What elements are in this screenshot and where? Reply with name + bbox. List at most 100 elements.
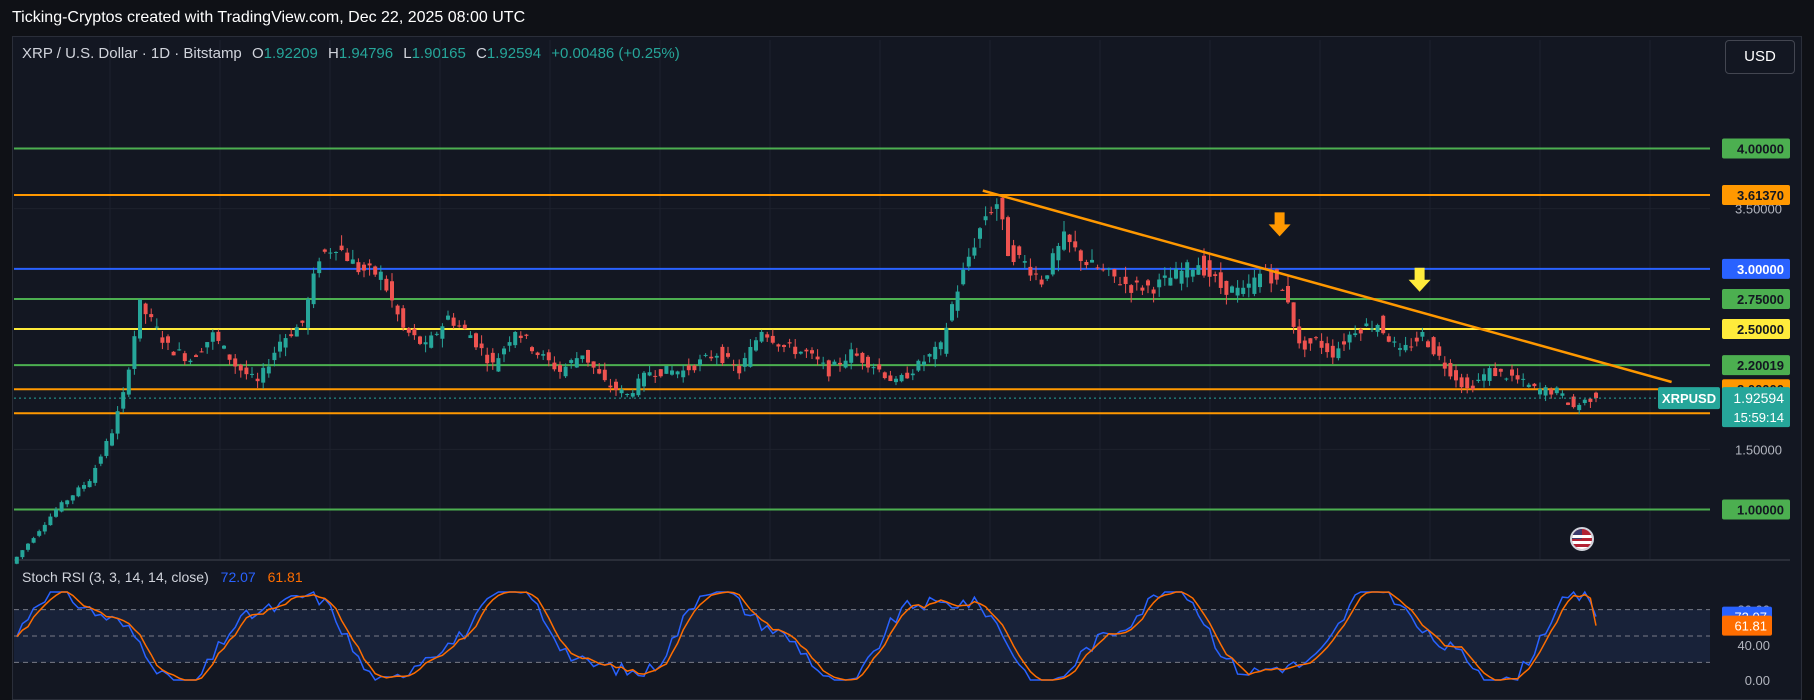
candle-body[interactable] bbox=[317, 261, 322, 274]
candle-body[interactable] bbox=[742, 358, 747, 367]
candle-body[interactable] bbox=[1302, 340, 1307, 350]
stoch-k-line[interactable] bbox=[16, 590, 1597, 682]
candle-body[interactable] bbox=[462, 324, 467, 329]
candle-body[interactable] bbox=[1554, 387, 1559, 394]
candle-body[interactable] bbox=[1442, 362, 1447, 369]
candle-body[interactable] bbox=[48, 516, 53, 526]
candle-body[interactable] bbox=[1202, 255, 1206, 276]
candle-body[interactable] bbox=[983, 216, 988, 221]
candle-body[interactable] bbox=[1179, 270, 1184, 284]
candle-body[interactable] bbox=[636, 378, 641, 396]
candle-body[interactable] bbox=[160, 337, 165, 343]
candle-body[interactable] bbox=[630, 393, 635, 397]
candle-body[interactable] bbox=[1185, 262, 1190, 278]
candle-body[interactable] bbox=[989, 212, 994, 214]
candle-body[interactable] bbox=[574, 358, 579, 368]
stoch-d-line[interactable] bbox=[16, 591, 1597, 681]
candle-body[interactable] bbox=[311, 273, 316, 305]
candle-body[interactable] bbox=[1526, 384, 1531, 388]
candle-body[interactable] bbox=[860, 352, 865, 363]
candle-body[interactable] bbox=[171, 351, 176, 356]
candle-body[interactable] bbox=[866, 356, 870, 368]
candle-body[interactable] bbox=[227, 354, 232, 360]
candle-body[interactable] bbox=[619, 389, 624, 394]
candle-body[interactable] bbox=[1364, 323, 1369, 327]
candle-body[interactable] bbox=[972, 247, 977, 256]
candle-body[interactable] bbox=[1426, 341, 1430, 348]
candle-body[interactable] bbox=[1543, 387, 1548, 396]
candle-body[interactable] bbox=[166, 336, 170, 343]
candle-body[interactable] bbox=[1465, 377, 1470, 389]
candle-body[interactable] bbox=[518, 335, 523, 338]
candle-body[interactable] bbox=[339, 245, 344, 250]
candle-body[interactable] bbox=[378, 271, 383, 280]
candle-body[interactable] bbox=[658, 369, 663, 377]
candle-body[interactable] bbox=[1476, 379, 1481, 382]
candle-body[interactable] bbox=[334, 251, 338, 253]
candle-body[interactable] bbox=[961, 269, 966, 285]
candle-body[interactable] bbox=[1224, 280, 1229, 295]
candle-body[interactable] bbox=[1414, 337, 1419, 342]
candle-body[interactable] bbox=[1532, 383, 1537, 387]
candle-body[interactable] bbox=[1230, 286, 1234, 293]
candle-body[interactable] bbox=[1314, 337, 1318, 339]
currency-button[interactable]: USD bbox=[1725, 40, 1795, 74]
candle-body[interactable] bbox=[1073, 241, 1078, 248]
candle-body[interactable] bbox=[580, 355, 585, 360]
candle-body[interactable] bbox=[406, 328, 411, 333]
candle-body[interactable] bbox=[815, 356, 820, 360]
candle-body[interactable] bbox=[966, 256, 971, 267]
candle-body[interactable] bbox=[1190, 269, 1195, 277]
candle-body[interactable] bbox=[905, 372, 910, 379]
candle-body[interactable] bbox=[1056, 245, 1061, 261]
candle-body[interactable] bbox=[541, 354, 546, 356]
candle-body[interactable] bbox=[1325, 343, 1330, 353]
candle-body[interactable] bbox=[703, 354, 708, 356]
candle-body[interactable] bbox=[54, 509, 58, 517]
candle-body[interactable] bbox=[888, 375, 893, 382]
candle-body[interactable] bbox=[546, 352, 551, 361]
candle-body[interactable] bbox=[720, 346, 725, 364]
candle-body[interactable] bbox=[1470, 385, 1475, 390]
candle-body[interactable] bbox=[1090, 259, 1094, 263]
candle-body[interactable] bbox=[82, 485, 86, 489]
candle-body[interactable] bbox=[143, 303, 148, 315]
candle-body[interactable] bbox=[882, 372, 887, 379]
candle-body[interactable] bbox=[1006, 217, 1010, 257]
candle-body[interactable] bbox=[31, 538, 36, 543]
candle-body[interactable] bbox=[1437, 346, 1442, 356]
candle-body[interactable] bbox=[1218, 272, 1223, 288]
candle-body[interactable] bbox=[1347, 334, 1352, 343]
candle-body[interactable] bbox=[238, 364, 243, 371]
candle-body[interactable] bbox=[843, 360, 848, 368]
candle-body[interactable] bbox=[177, 349, 182, 351]
us-flag-event-icon[interactable] bbox=[1570, 527, 1594, 551]
candle-body[interactable] bbox=[418, 336, 422, 344]
candle-body[interactable] bbox=[1588, 398, 1593, 402]
candle-body[interactable] bbox=[1174, 268, 1178, 279]
candle-body[interactable] bbox=[362, 264, 366, 271]
candle-body[interactable] bbox=[412, 328, 417, 336]
candle-body[interactable] bbox=[70, 495, 75, 501]
candle-body[interactable] bbox=[283, 338, 288, 348]
candle-body[interactable] bbox=[681, 370, 686, 378]
candle-body[interactable] bbox=[26, 543, 30, 550]
candle-body[interactable] bbox=[1286, 286, 1290, 303]
candle-body[interactable] bbox=[182, 353, 187, 362]
candle-body[interactable] bbox=[782, 345, 786, 347]
candle-body[interactable] bbox=[849, 349, 854, 363]
candle-body[interactable] bbox=[87, 481, 92, 488]
candle-body[interactable] bbox=[474, 333, 478, 348]
candle-body[interactable] bbox=[765, 334, 770, 338]
candle-body[interactable] bbox=[1571, 396, 1576, 408]
candle-body[interactable] bbox=[1140, 287, 1145, 291]
candle-body[interactable] bbox=[401, 308, 406, 328]
candle-body[interactable] bbox=[42, 524, 47, 532]
candle-body[interactable] bbox=[994, 204, 999, 209]
candle-body[interactable] bbox=[440, 326, 445, 339]
candle-body[interactable] bbox=[216, 331, 221, 341]
candle-body[interactable] bbox=[714, 355, 719, 358]
candle-body[interactable] bbox=[675, 371, 680, 375]
candle-body[interactable] bbox=[1017, 246, 1022, 255]
